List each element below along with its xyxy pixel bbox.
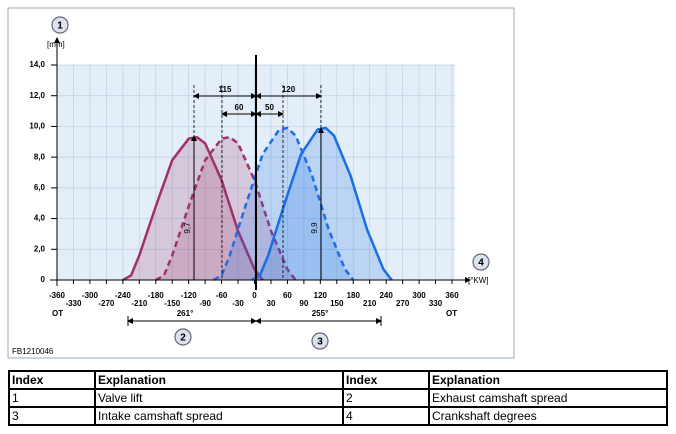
x-tick-label: 60 xyxy=(283,291,292,300)
callout-label: 1 xyxy=(57,21,63,32)
callout xyxy=(174,328,192,346)
x-tick-label: -210 xyxy=(131,299,148,308)
x-tick-label: 240 xyxy=(379,291,393,300)
y-tick-label: 10,0 xyxy=(29,122,45,131)
x-tick-label: 210 xyxy=(363,299,377,308)
curve xyxy=(212,126,355,282)
y-tick-label: 6,0 xyxy=(34,183,46,192)
dim-label: 60 xyxy=(235,103,244,112)
cell: Intake camshaft spread xyxy=(94,406,344,426)
cell: 3 xyxy=(8,406,96,426)
x-tick-label: -240 xyxy=(115,291,132,300)
area xyxy=(213,128,354,280)
x-tick-label: -90 xyxy=(199,299,211,308)
x-tick-label: 270 xyxy=(396,299,410,308)
lift-label: 9,9 xyxy=(310,222,319,234)
x-tick-label: 120 xyxy=(314,291,328,300)
y-label: [mm] xyxy=(47,40,65,49)
x-tick-label: 180 xyxy=(347,291,361,300)
y-tick-label: 8,0 xyxy=(34,152,46,161)
header-cell: Index xyxy=(8,370,96,390)
ot-label: OT xyxy=(446,309,457,318)
cell: 1 xyxy=(8,388,96,408)
header-cell: Index xyxy=(342,370,430,390)
span-label: 261° xyxy=(177,309,194,318)
cell: Exhaust camshaft spread xyxy=(428,388,668,408)
y-tick-label: 2,0 xyxy=(34,244,46,253)
callout-label: 3 xyxy=(317,337,323,348)
x-tick-label: 330 xyxy=(429,299,443,308)
ot-label: OT xyxy=(52,309,63,318)
dim-label: 115 xyxy=(219,85,232,94)
x-tick-label: 30 xyxy=(267,299,276,308)
lift-label: 9,7 xyxy=(183,222,192,234)
cell: Crankshaft degrees xyxy=(428,406,668,426)
dim-label: 50 xyxy=(265,103,274,112)
cell: Valve lift xyxy=(94,388,344,408)
x-label: [°KW] xyxy=(468,276,489,285)
x-tick-label: -180 xyxy=(148,291,165,300)
x-tick-label: -150 xyxy=(164,299,181,308)
x-tick-label: -330 xyxy=(65,299,82,308)
figure-id: FB1210046 xyxy=(12,347,54,356)
legend-table: Index Explanation Index Explanation 1 Valve … xyxy=(8,370,668,426)
span-label: 255° xyxy=(312,309,329,318)
area xyxy=(251,128,392,280)
x-tick-label: -360 xyxy=(49,291,66,300)
x-tick-label: 360 xyxy=(445,291,459,300)
dim-label: 120 xyxy=(282,85,296,94)
x-tick-label: -30 xyxy=(232,299,244,308)
x-tick-label: 300 xyxy=(412,291,426,300)
x-tick-label: 150 xyxy=(330,299,344,308)
header-cell: Explanation xyxy=(94,370,344,390)
x-tick-label: 0 xyxy=(252,291,257,300)
area xyxy=(122,137,263,280)
y-tick-label: 0 xyxy=(41,275,46,284)
y-tick-label: 14,0 xyxy=(29,60,45,69)
header-cell: Explanation xyxy=(428,370,668,390)
y-tick-label: 12,0 xyxy=(29,91,45,100)
callout xyxy=(311,332,329,350)
x-tick-label: -60 xyxy=(216,291,228,300)
figure: [mm] [°KW] OT OT FB1210046 0 2,0 4,0 6,0 8,0… xyxy=(7,7,515,359)
cell: 2 xyxy=(342,388,430,408)
callout-label: 4 xyxy=(478,258,484,269)
area xyxy=(155,137,296,280)
curve xyxy=(155,135,297,282)
callout xyxy=(472,253,490,271)
callout-label: 2 xyxy=(180,333,186,344)
x-tick-label: -120 xyxy=(181,291,198,300)
x-tick-label: -300 xyxy=(82,291,99,300)
x-tick-label: 90 xyxy=(299,299,308,308)
y-tick-label: 4,0 xyxy=(34,214,46,223)
callout xyxy=(51,16,69,34)
x-tick-label: -270 xyxy=(98,299,115,308)
cell: 4 xyxy=(342,406,430,426)
